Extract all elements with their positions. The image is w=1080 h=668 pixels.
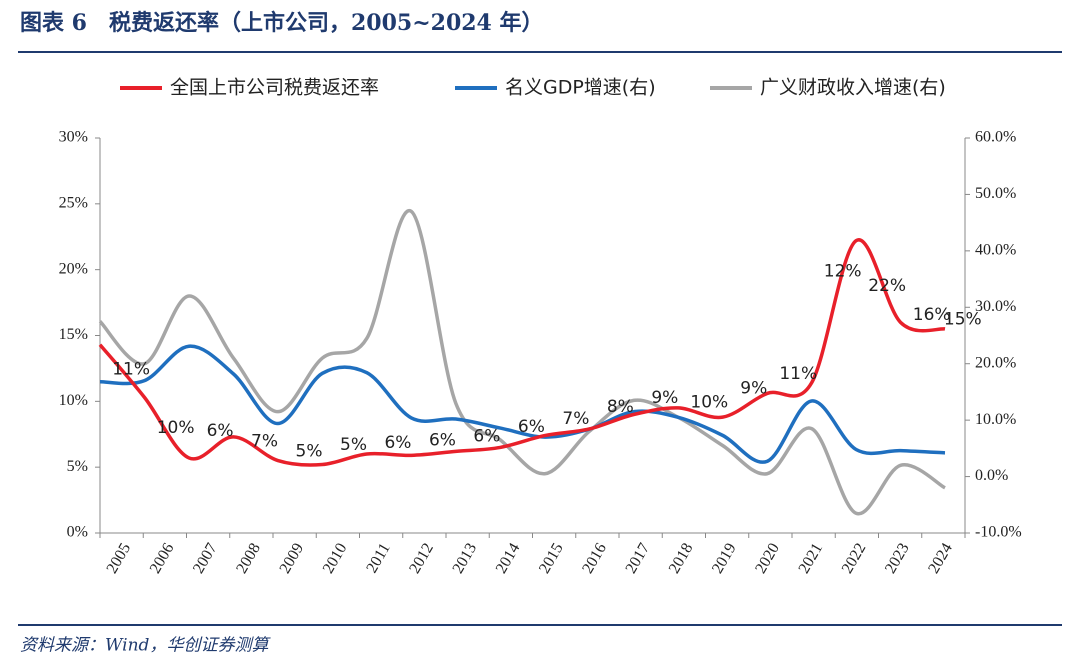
y-tick-label: 0% — [67, 524, 88, 541]
data-annotation: 6% — [429, 431, 456, 451]
data-annotation: 5% — [340, 435, 367, 455]
x-tick-label: 2023 — [882, 540, 913, 576]
x-tick-label: 2012 — [406, 540, 437, 576]
data-annotation: 11% — [112, 360, 150, 380]
data-annotation: 16% — [913, 305, 951, 325]
y-tick-label: 15% — [59, 326, 88, 343]
x-tick-label: 2016 — [579, 540, 610, 576]
y2-tick-label: -10.0% — [975, 524, 1022, 541]
y2-tick-label: 0.0% — [975, 467, 1008, 484]
x-tick-label: 2011 — [363, 540, 393, 576]
x-tick-label: 2019 — [709, 540, 740, 576]
x-tick-label: 2017 — [623, 540, 654, 576]
x-tick-label: 2013 — [450, 540, 481, 576]
data-annotation: 10% — [157, 418, 195, 438]
y2-tick-label: 10.0% — [975, 411, 1016, 428]
data-annotation: 9% — [651, 388, 678, 408]
data-annotation: 8% — [607, 397, 634, 417]
series-line — [98, 238, 946, 467]
data-annotation: 12% — [824, 261, 862, 281]
x-tick-label: 2008 — [233, 540, 264, 576]
x-tick-label: 2007 — [190, 540, 221, 576]
data-annotation: 7% — [251, 431, 278, 451]
data-annotation: 6% — [518, 417, 545, 437]
y-tick-label: 5% — [67, 458, 88, 475]
y-tick-label: 10% — [59, 392, 88, 409]
source-note: 资料来源：Wind，华创证券测算 — [20, 636, 271, 656]
legend-label: 名义GDP增速(右) — [505, 77, 656, 99]
x-tick-label: 2020 — [752, 540, 783, 576]
chart-title: 图表 6 税费返还率（上市公司，2005~2024 年） — [20, 10, 544, 36]
y2-tick-label: 20.0% — [975, 354, 1016, 371]
y2-tick-label: 50.0% — [975, 185, 1016, 202]
x-tick-label: 2005 — [104, 540, 135, 576]
x-tick-label: 2015 — [536, 540, 567, 576]
data-annotation: 7% — [562, 409, 589, 429]
y2-tick-label: 30.0% — [975, 298, 1016, 315]
data-annotation: 6% — [473, 427, 500, 447]
y2-tick-label: 40.0% — [975, 242, 1016, 259]
x-tick-label: 2014 — [493, 540, 524, 576]
data-annotation: 9% — [740, 379, 767, 399]
series-line — [98, 209, 946, 516]
x-tick-label: 2024 — [925, 540, 956, 576]
data-annotation: 5% — [296, 441, 323, 461]
data-annotation: 15% — [944, 310, 982, 330]
data-annotation: 6% — [207, 421, 234, 441]
y-tick-label: 25% — [59, 195, 88, 212]
legend-label: 广义财政收入增速(右) — [760, 77, 946, 99]
data-annotation: 22% — [868, 276, 906, 296]
legend-label: 全国上市公司税费返还率 — [170, 77, 379, 99]
x-tick-label: 2010 — [320, 540, 351, 576]
y-tick-label: 20% — [59, 260, 88, 277]
x-tick-label: 2009 — [277, 540, 308, 576]
series-line — [99, 344, 946, 464]
data-annotation: 10% — [690, 392, 728, 412]
x-tick-label: 2021 — [796, 540, 827, 576]
x-tick-label: 2006 — [147, 540, 178, 576]
x-tick-label: 2022 — [839, 540, 870, 576]
y-tick-label: 30% — [59, 129, 88, 146]
data-annotation: 6% — [384, 433, 411, 453]
data-annotation: 11% — [779, 364, 817, 384]
y2-tick-label: 60.0% — [975, 129, 1016, 146]
x-tick-label: 2018 — [666, 540, 697, 576]
